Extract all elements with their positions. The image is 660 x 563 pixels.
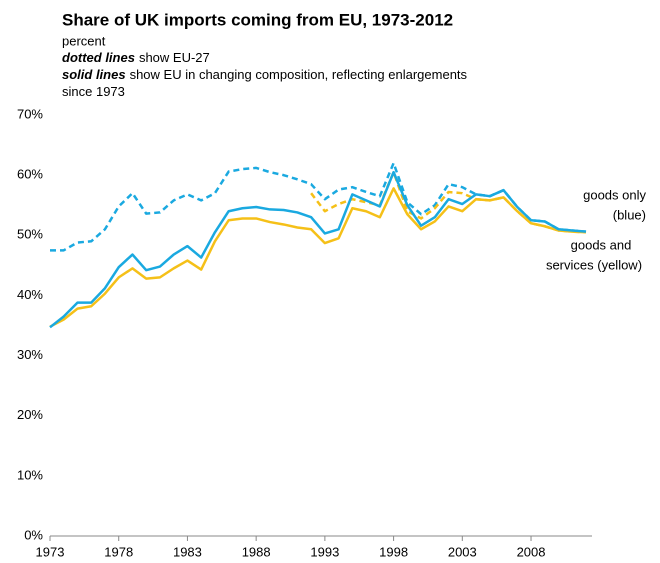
x-tick-label: 1988: [242, 544, 271, 559]
annotation: services (yellow): [546, 257, 642, 272]
note: since 1973: [62, 84, 125, 99]
dashed-line: [310, 170, 587, 234]
y-tick-label: 40%: [17, 287, 43, 302]
y-tick-label: 0%: [24, 527, 43, 542]
x-tick-label: 1998: [379, 544, 408, 559]
dashed-line: [50, 161, 587, 252]
y-tick-label: 30%: [17, 347, 43, 362]
solid-line: [49, 170, 587, 329]
x-tick-label: 1978: [104, 544, 133, 559]
y-tick-label: 70%: [17, 106, 43, 121]
x-tick-label: 1993: [310, 544, 339, 559]
note: solid lines show EU in changing compositi…: [62, 67, 468, 82]
solid-line: [49, 187, 587, 328]
y-tick-label: 20%: [17, 407, 43, 422]
annotation: goods only: [583, 187, 646, 202]
note-emphasis: solid lines: [62, 67, 126, 82]
x-tick-label: 2008: [517, 544, 546, 559]
note: dotted lines show EU-27: [62, 50, 210, 65]
note-text: show EU in changing composition, reflect…: [130, 67, 468, 82]
y-tick-label: 60%: [17, 167, 43, 182]
chart-title: Share of UK imports coming from EU, 1973…: [62, 10, 453, 29]
x-tick-label: 2003: [448, 544, 477, 559]
note-emphasis: dotted lines: [62, 50, 135, 65]
y-tick-label: 50%: [17, 227, 43, 242]
note-text: since 1973: [62, 84, 125, 99]
x-tick-label: 1983: [173, 544, 202, 559]
note-text: show EU-27: [139, 50, 210, 65]
x-tick-label: 1973: [36, 544, 65, 559]
chart-subtitle: percent: [62, 33, 106, 48]
annotation: (blue): [613, 207, 646, 222]
y-tick-label: 10%: [17, 467, 43, 482]
annotation: goods and: [571, 237, 632, 252]
